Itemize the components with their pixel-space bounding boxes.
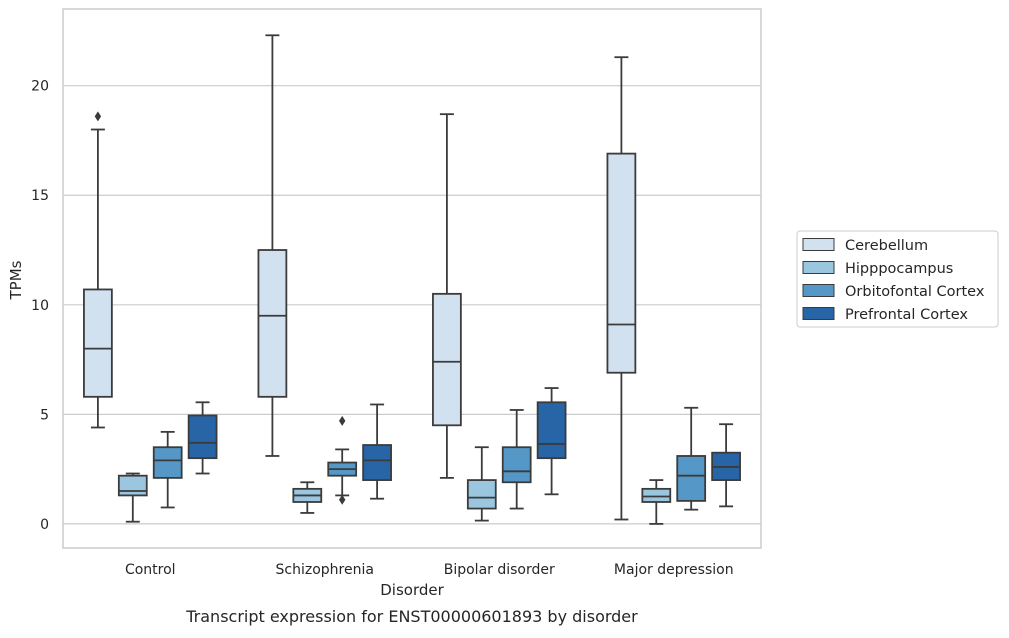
y-tick-label: 5 [40,407,49,423]
box-cerebellum [83,111,113,429]
box-body [432,292,462,427]
box-orbitofontal-cortex [501,409,532,510]
box-hipppocampus [466,446,497,522]
x-axis-title: Disorder [380,581,444,599]
legend-label: Hipppocampus [845,261,953,277]
box-hipppocampus [117,472,148,523]
box-prefrontal-cortex [711,423,741,508]
y-tick-label: 10 [31,298,49,314]
box-body [536,401,567,460]
box-body [83,288,113,398]
legend-label: Prefrontal Cortex [845,307,968,323]
y-axis-title: TPMs [7,260,25,300]
x-tick-label: Control [125,562,176,578]
outlier-marker [339,494,346,505]
box-orbitofontal-cortex [152,430,183,509]
legend-label: Orbitofontal Cortex [845,284,985,300]
box-body [152,446,183,479]
legend: Cerebellum Hipppocampus Orbitofontal Corte… [796,230,999,328]
box-body [466,479,497,510]
legend-swatch [802,261,835,274]
legend-swatch [802,284,835,297]
legend-label: Cerebellum [845,238,928,254]
y-tick-label: 0 [40,517,49,533]
y-tick-labels: 0 5 10 15 20 [31,79,49,533]
box-cerebellum [432,113,462,479]
box-prefrontal-cortex [362,403,392,500]
legend-swatch [802,238,835,251]
box-body [676,455,707,502]
outlier-marker [94,111,102,122]
y-tick-label: 15 [31,188,49,204]
box-cerebellum [257,34,288,457]
box-cerebellum [606,56,637,521]
box-hipppocampus [292,481,323,514]
box-orbitofontal-cortex [327,415,358,505]
box-body [362,444,392,481]
box-hipppocampus [641,479,672,525]
plot-frame [62,8,762,549]
box-body [257,249,288,398]
box-body [606,152,637,374]
outlier-marker [339,415,346,426]
legend-swatch [802,307,835,320]
x-tick-label: Schizophrenia [276,562,374,578]
box-prefrontal-cortex [187,401,218,475]
grid-lines [63,85,761,525]
box-series-layer [83,34,741,525]
legend-frame [796,230,999,328]
box-body [117,474,148,497]
box-body [501,446,532,484]
y-tick-label: 20 [31,79,49,95]
box-prefrontal-cortex [536,387,567,496]
box-body [641,487,672,503]
box-body [187,414,218,460]
x-tick-labels: Control Schizophrenia Bipolar disorder Majo… [125,562,734,578]
chart-caption: Transcript expression for ENST0000060189… [185,607,638,626]
x-tick-label: Bipolar disorder [444,562,555,578]
x-tick-label: Major depression [614,562,734,578]
box-orbitofontal-cortex [676,406,707,511]
